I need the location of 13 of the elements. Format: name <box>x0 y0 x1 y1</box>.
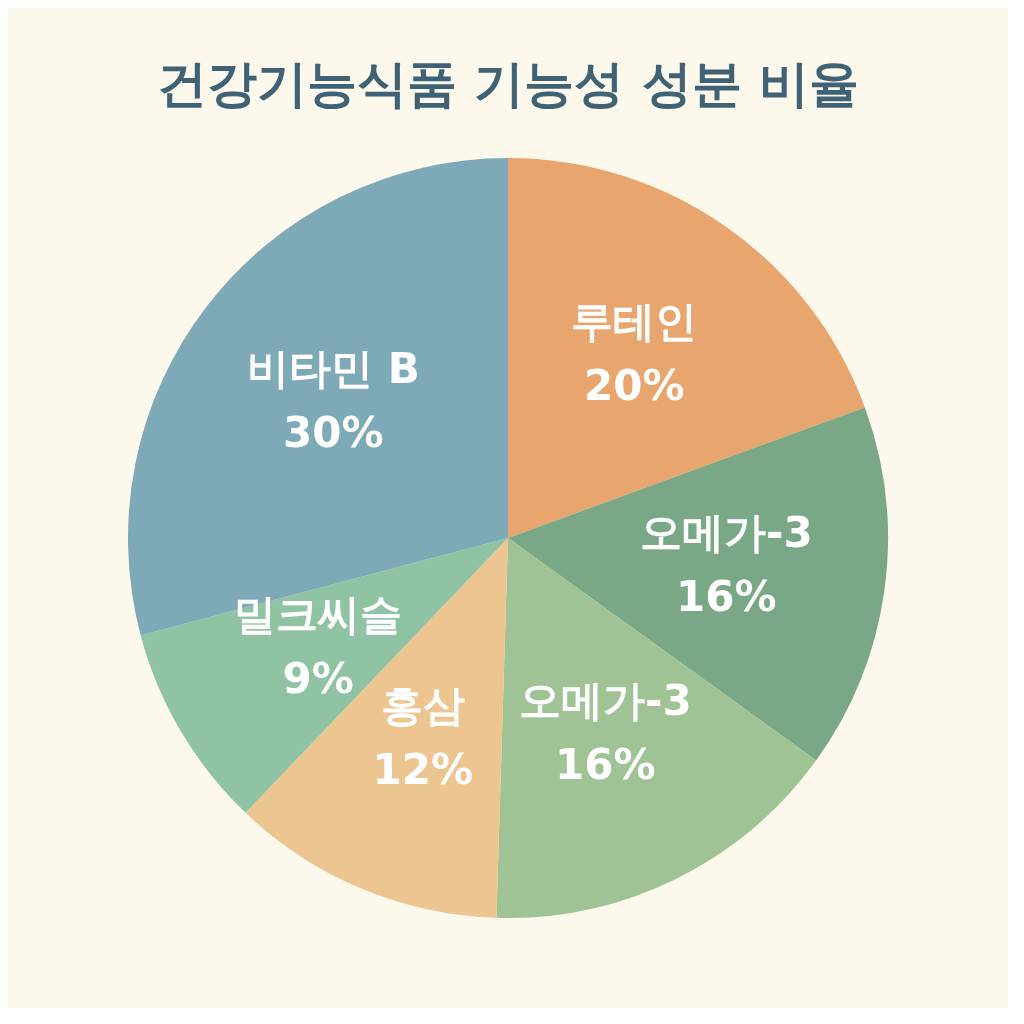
chart-title: 건강기능식품 기능성 성분 비율 <box>156 54 860 113</box>
data-label: 9% <box>282 654 354 704</box>
slice-label: 홍삼 <box>380 681 465 731</box>
data-label: 16% <box>676 572 777 622</box>
data-label: 12% <box>372 745 474 795</box>
data-label: 20% <box>584 361 685 411</box>
slice-label: 비타민 B <box>247 343 420 393</box>
slice-label: 오메가-3 <box>519 675 692 725</box>
slice-label: 밀크씨슬 <box>234 590 403 640</box>
slice-label: 오메가-3 <box>640 508 813 558</box>
data-label: 30% <box>283 407 384 457</box>
data-label: 16% <box>555 739 656 789</box>
slice-label: 루테인 <box>571 297 698 347</box>
